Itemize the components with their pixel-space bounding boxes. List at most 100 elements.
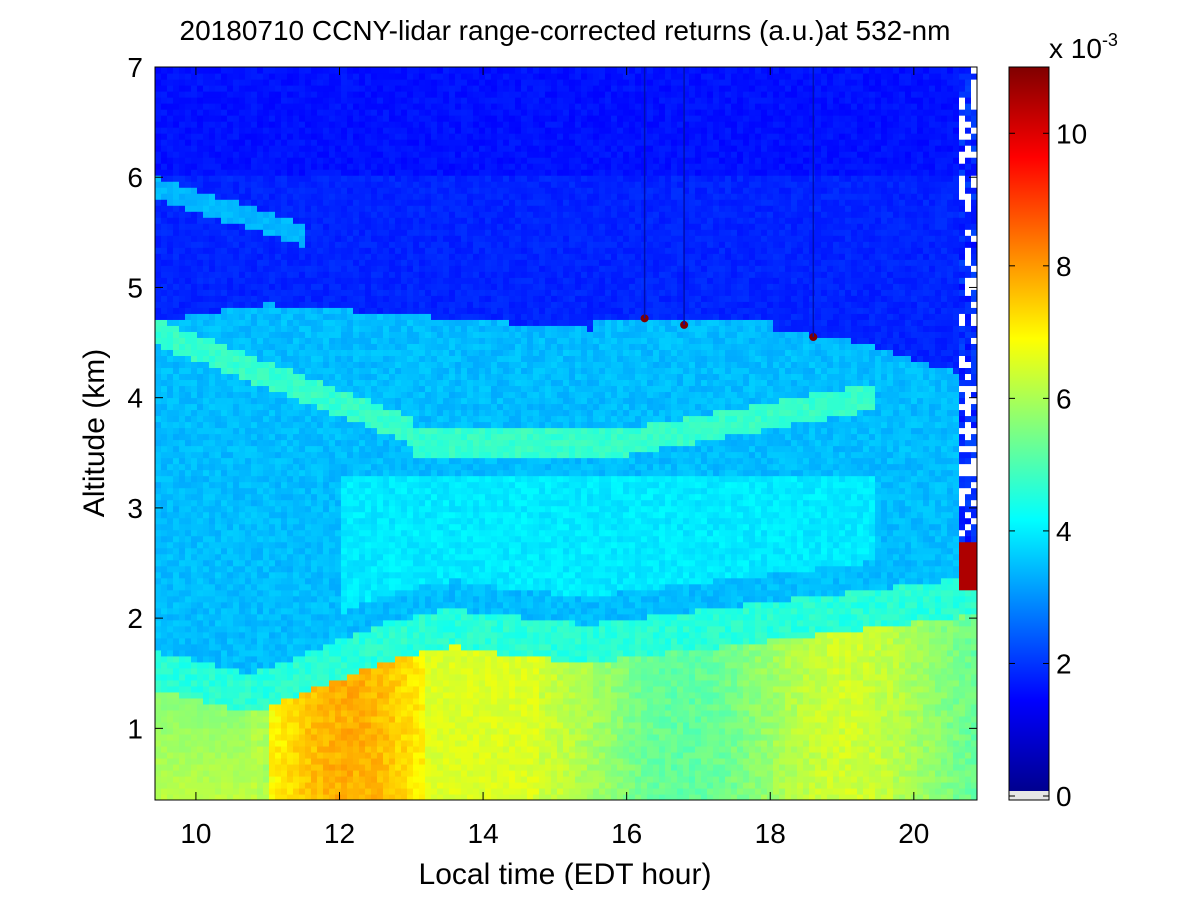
heatmap-cell <box>221 97 228 104</box>
heatmap-cell <box>227 571 234 579</box>
heatmap-cell <box>161 229 168 236</box>
heatmap-cell <box>167 391 174 399</box>
heatmap-cell <box>227 631 234 639</box>
heatmap-cell <box>389 451 396 459</box>
heatmap-cell <box>305 625 312 633</box>
heatmap-cell <box>215 631 222 639</box>
heatmap-cell <box>209 415 216 423</box>
heatmap-cell <box>335 133 342 140</box>
heatmap-cell <box>215 121 222 128</box>
heatmap-cell <box>179 163 186 170</box>
heatmap-cell <box>347 469 354 477</box>
heatmap-cell <box>293 85 300 92</box>
heatmap-cell <box>245 679 252 687</box>
heatmap-cell <box>173 421 180 429</box>
heatmap-cell <box>395 115 402 122</box>
heatmap-cell <box>203 493 210 501</box>
heatmap-cell <box>179 271 186 278</box>
heatmap-cell <box>167 775 174 783</box>
heatmap-cell <box>209 385 216 393</box>
heatmap-cell <box>359 757 366 765</box>
heatmap-cell <box>353 733 360 741</box>
heatmap-cell <box>245 499 252 507</box>
heatmap-cell <box>299 319 306 326</box>
heatmap-cell <box>335 727 342 735</box>
heatmap-cell <box>203 499 210 507</box>
heatmap-cell <box>323 601 330 609</box>
heatmap-cell <box>203 535 210 543</box>
heatmap-cell <box>323 523 330 531</box>
heatmap-cell <box>281 583 288 591</box>
heatmap-cell <box>233 553 240 561</box>
heatmap-cell <box>299 211 306 218</box>
heatmap-cell <box>197 385 204 393</box>
heatmap-cell <box>335 343 342 350</box>
heatmap-cell <box>281 469 288 477</box>
heatmap-cell <box>317 73 324 80</box>
heatmap-cell <box>269 115 276 122</box>
heatmap-cell <box>275 85 282 92</box>
heatmap-cell <box>191 781 198 789</box>
heatmap-cell <box>203 565 210 573</box>
heatmap-cell <box>371 601 378 609</box>
heatmap-cell <box>395 211 402 218</box>
heatmap-cell <box>377 415 384 423</box>
heatmap-cell <box>395 391 402 399</box>
heatmap-cell <box>215 67 222 74</box>
heatmap-cell <box>275 391 282 399</box>
heatmap-cell <box>167 433 174 441</box>
heatmap-cell <box>197 745 204 753</box>
heatmap-cell <box>221 451 228 459</box>
heatmap-cell <box>245 757 252 765</box>
heatmap-cell <box>209 607 216 615</box>
heatmap-cell <box>389 739 396 747</box>
heatmap-cell <box>365 781 372 789</box>
heatmap-cell <box>269 193 276 200</box>
heatmap-cell <box>299 493 306 501</box>
heatmap-cell <box>335 637 342 645</box>
heatmap-cell <box>317 607 324 615</box>
heatmap-cell <box>365 703 372 711</box>
heatmap-cell <box>299 481 306 489</box>
heatmap-cell <box>239 523 246 531</box>
heatmap-cell <box>389 229 396 236</box>
heatmap-cell <box>377 73 384 80</box>
heatmap-cell <box>377 673 384 681</box>
heatmap-cell <box>209 319 216 326</box>
heatmap-cell <box>197 271 204 278</box>
heatmap-cell <box>323 79 330 86</box>
heatmap-cell <box>191 745 198 753</box>
heatmap-cell <box>341 355 348 362</box>
heatmap-cell <box>317 385 324 393</box>
heatmap-cell <box>233 697 240 705</box>
heatmap-cell <box>173 271 180 278</box>
heatmap-cell <box>245 85 252 92</box>
heatmap-cell <box>227 733 234 741</box>
heatmap-cell <box>251 493 258 501</box>
heatmap-cell <box>251 103 258 110</box>
heatmap-cell <box>179 763 186 771</box>
heatmap-cell <box>161 121 168 128</box>
heatmap-cell <box>329 139 336 146</box>
heatmap-cell <box>275 187 282 194</box>
heatmap-cell <box>377 625 384 633</box>
heatmap-cell <box>317 739 324 747</box>
heatmap-cell <box>167 727 174 735</box>
heatmap-cell <box>335 73 342 80</box>
heatmap-cell <box>257 229 264 236</box>
heatmap-cell <box>233 211 240 218</box>
heatmap-cell <box>167 265 174 272</box>
heatmap-cell <box>203 631 210 639</box>
heatmap-cell <box>197 577 204 585</box>
heatmap-cell <box>347 151 354 158</box>
heatmap-cell <box>203 385 210 393</box>
heatmap-cell <box>359 241 366 248</box>
heatmap-cell <box>383 385 390 393</box>
heatmap-cell <box>311 523 318 531</box>
heatmap-cell <box>233 619 240 627</box>
heatmap-cell <box>287 457 294 465</box>
heatmap-cell <box>323 307 330 314</box>
heatmap-cell <box>365 349 372 356</box>
heatmap-cell <box>251 151 258 158</box>
heatmap-cell <box>281 397 288 405</box>
